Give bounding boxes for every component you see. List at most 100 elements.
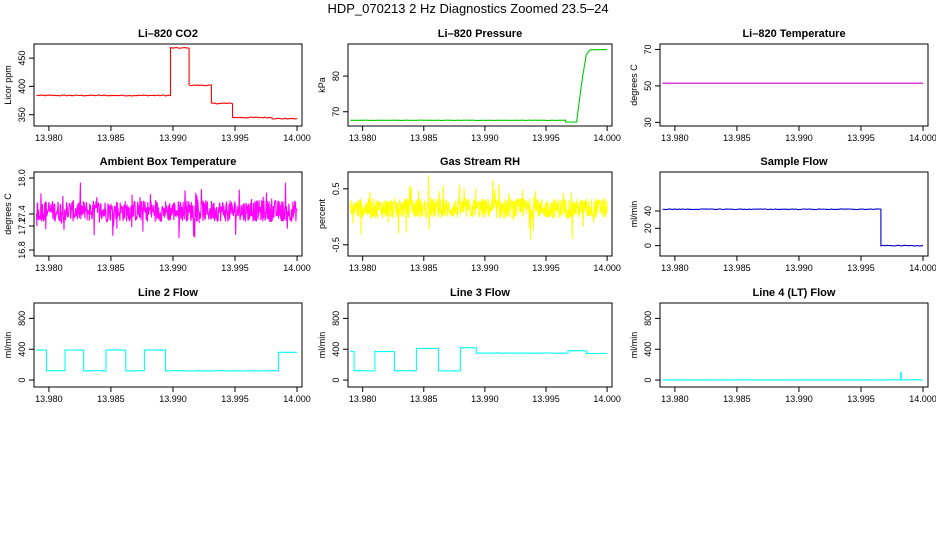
y-tick-label: 80: [331, 71, 341, 81]
x-tick-label: 13.990: [785, 394, 813, 404]
chart-panel-3: Li–820 Temperature 13.980 13.985 13.990 13.9…: [629, 28, 936, 143]
series-line: [662, 208, 924, 247]
x-tick-label: 13.980: [35, 133, 63, 143]
x-tick-label: 13.985: [410, 394, 438, 404]
x-tick-label: 13.995: [221, 263, 249, 273]
chart-panel-7: Line 2 Flow 13.980 13.985 13.990 13.995 14.00…: [3, 287, 311, 404]
y-tick-label: 30: [643, 117, 653, 127]
page-title: HDP_070213 2 Hz Diagnostics Zoomed 23.5–…: [327, 1, 609, 16]
x-tick-label: 13.985: [723, 133, 751, 143]
panel-title: Line 2 Flow: [138, 287, 198, 299]
x-tick-label: 14.000: [909, 263, 936, 273]
x-tick-label: 13.980: [661, 263, 689, 273]
y-axis-label: ml/min: [317, 332, 327, 359]
x-tick-label: 13.995: [221, 133, 249, 143]
x-tick-label: 13.990: [159, 263, 187, 273]
y-axis-label: kPa: [317, 77, 327, 93]
y-tick-label: 450: [17, 51, 27, 66]
y-tick-label: 0: [17, 378, 27, 383]
series-line: [662, 372, 923, 381]
x-tick-label: 13.990: [785, 133, 813, 143]
plot-frame: [659, 302, 929, 388]
panel-title: Line 4 (LT) Flow: [753, 287, 836, 299]
plot-frame: [347, 302, 613, 388]
x-tick-label: 13.990: [785, 263, 813, 273]
x-tick-label: 14.000: [283, 263, 311, 273]
series-line: [36, 46, 298, 120]
y-axis-label: Licor ppm: [3, 65, 13, 105]
x-tick-label: 13.985: [97, 263, 125, 273]
panel-title: Li–820 Temperature: [742, 28, 845, 40]
x-tick-label: 13.990: [471, 133, 499, 143]
chart-panel-1: Li–820 CO2 13.980 13.985 13.990 13.995 14.000…: [3, 28, 311, 143]
chart-panel-9: Line 4 (LT) Flow 13.980 13.985 13.990 13.995…: [629, 287, 936, 404]
x-tick-label: 13.980: [349, 263, 377, 273]
x-tick-label: 13.985: [723, 263, 751, 273]
y-tick-label: 70: [331, 107, 341, 117]
y-axis-label: ml/min: [629, 201, 639, 228]
chart-panel-4: Ambient Box Temperature 13.980 13.985 13.99…: [3, 156, 311, 273]
x-tick-label: 13.985: [410, 263, 438, 273]
y-tick-label: 18.0: [17, 169, 27, 187]
x-tick-label: 13.995: [221, 394, 249, 404]
x-tick-label: 13.985: [97, 394, 125, 404]
x-tick-label: 13.985: [97, 133, 125, 143]
y-tick-label: 0.5: [331, 183, 341, 196]
y-tick-label: 400: [331, 342, 341, 357]
y-tick-label: 400: [17, 79, 27, 94]
plot-frame: [33, 43, 303, 127]
x-tick-label: 13.985: [410, 133, 438, 143]
chart-panel-2: Li–820 Pressure 13.980 13.985 13.990 13.995 1…: [317, 28, 621, 143]
x-tick-label: 14.000: [593, 394, 621, 404]
x-tick-label: 13.980: [35, 394, 63, 404]
y-tick-label: 800: [331, 311, 341, 326]
series-line: [349, 174, 608, 240]
x-tick-label: 14.000: [909, 394, 936, 404]
y-tick-label: 17.4: [17, 205, 27, 223]
series-line: [350, 346, 608, 372]
y-tick-label: 17.2: [17, 217, 27, 235]
plot-frame: [659, 43, 929, 127]
y-tick-label: 40: [643, 206, 653, 216]
plot-frame: [347, 43, 613, 127]
y-tick-label: 70: [643, 44, 653, 54]
y-tick-label: 0: [643, 243, 653, 248]
x-tick-label: 13.980: [661, 133, 689, 143]
chart-panel-6: Sample Flow 13.980 13.985 13.990 13.995 14.00…: [629, 156, 936, 273]
y-tick-label: 0: [331, 378, 341, 383]
panel-title: Sample Flow: [760, 156, 828, 168]
y-tick-label: 16.8: [17, 241, 27, 259]
y-tick-label: 20: [643, 223, 653, 233]
x-tick-label: 14.000: [283, 394, 311, 404]
x-tick-label: 13.995: [532, 263, 560, 273]
panel-title: Li–820 CO2: [138, 28, 198, 40]
x-tick-label: 14.000: [593, 133, 621, 143]
x-tick-label: 13.995: [847, 263, 875, 273]
x-tick-label: 13.995: [847, 394, 875, 404]
x-tick-label: 13.980: [661, 394, 689, 404]
x-tick-label: 13.990: [471, 394, 499, 404]
y-axis-label: percent: [317, 198, 327, 229]
y-tick-label: 800: [17, 311, 27, 326]
panel-title: Ambient Box Temperature: [100, 156, 237, 168]
y-tick-label: 50: [643, 81, 653, 91]
y-axis-label: ml/min: [3, 332, 13, 359]
chart-panel-8: Line 3 Flow 13.980 13.985 13.990 13.995 14.00…: [317, 287, 621, 404]
x-tick-label: 13.990: [159, 394, 187, 404]
x-tick-label: 13.995: [532, 133, 560, 143]
y-axis-label: ml/min: [629, 332, 639, 359]
y-tick-label: 400: [643, 342, 653, 357]
y-tick-label: -0.5: [331, 237, 341, 253]
y-axis-label: degrees C: [3, 193, 13, 235]
y-tick-label: 0: [643, 378, 653, 383]
x-tick-label: 13.985: [723, 394, 751, 404]
y-tick-label: 350: [17, 107, 27, 122]
panel-title: Gas Stream RH: [440, 156, 520, 168]
x-tick-label: 13.995: [847, 133, 875, 143]
y-tick-label: 400: [17, 342, 27, 357]
x-tick-label: 14.000: [909, 133, 936, 143]
series-line: [35, 182, 298, 239]
x-tick-label: 13.990: [159, 133, 187, 143]
plot-frame: [659, 171, 929, 257]
